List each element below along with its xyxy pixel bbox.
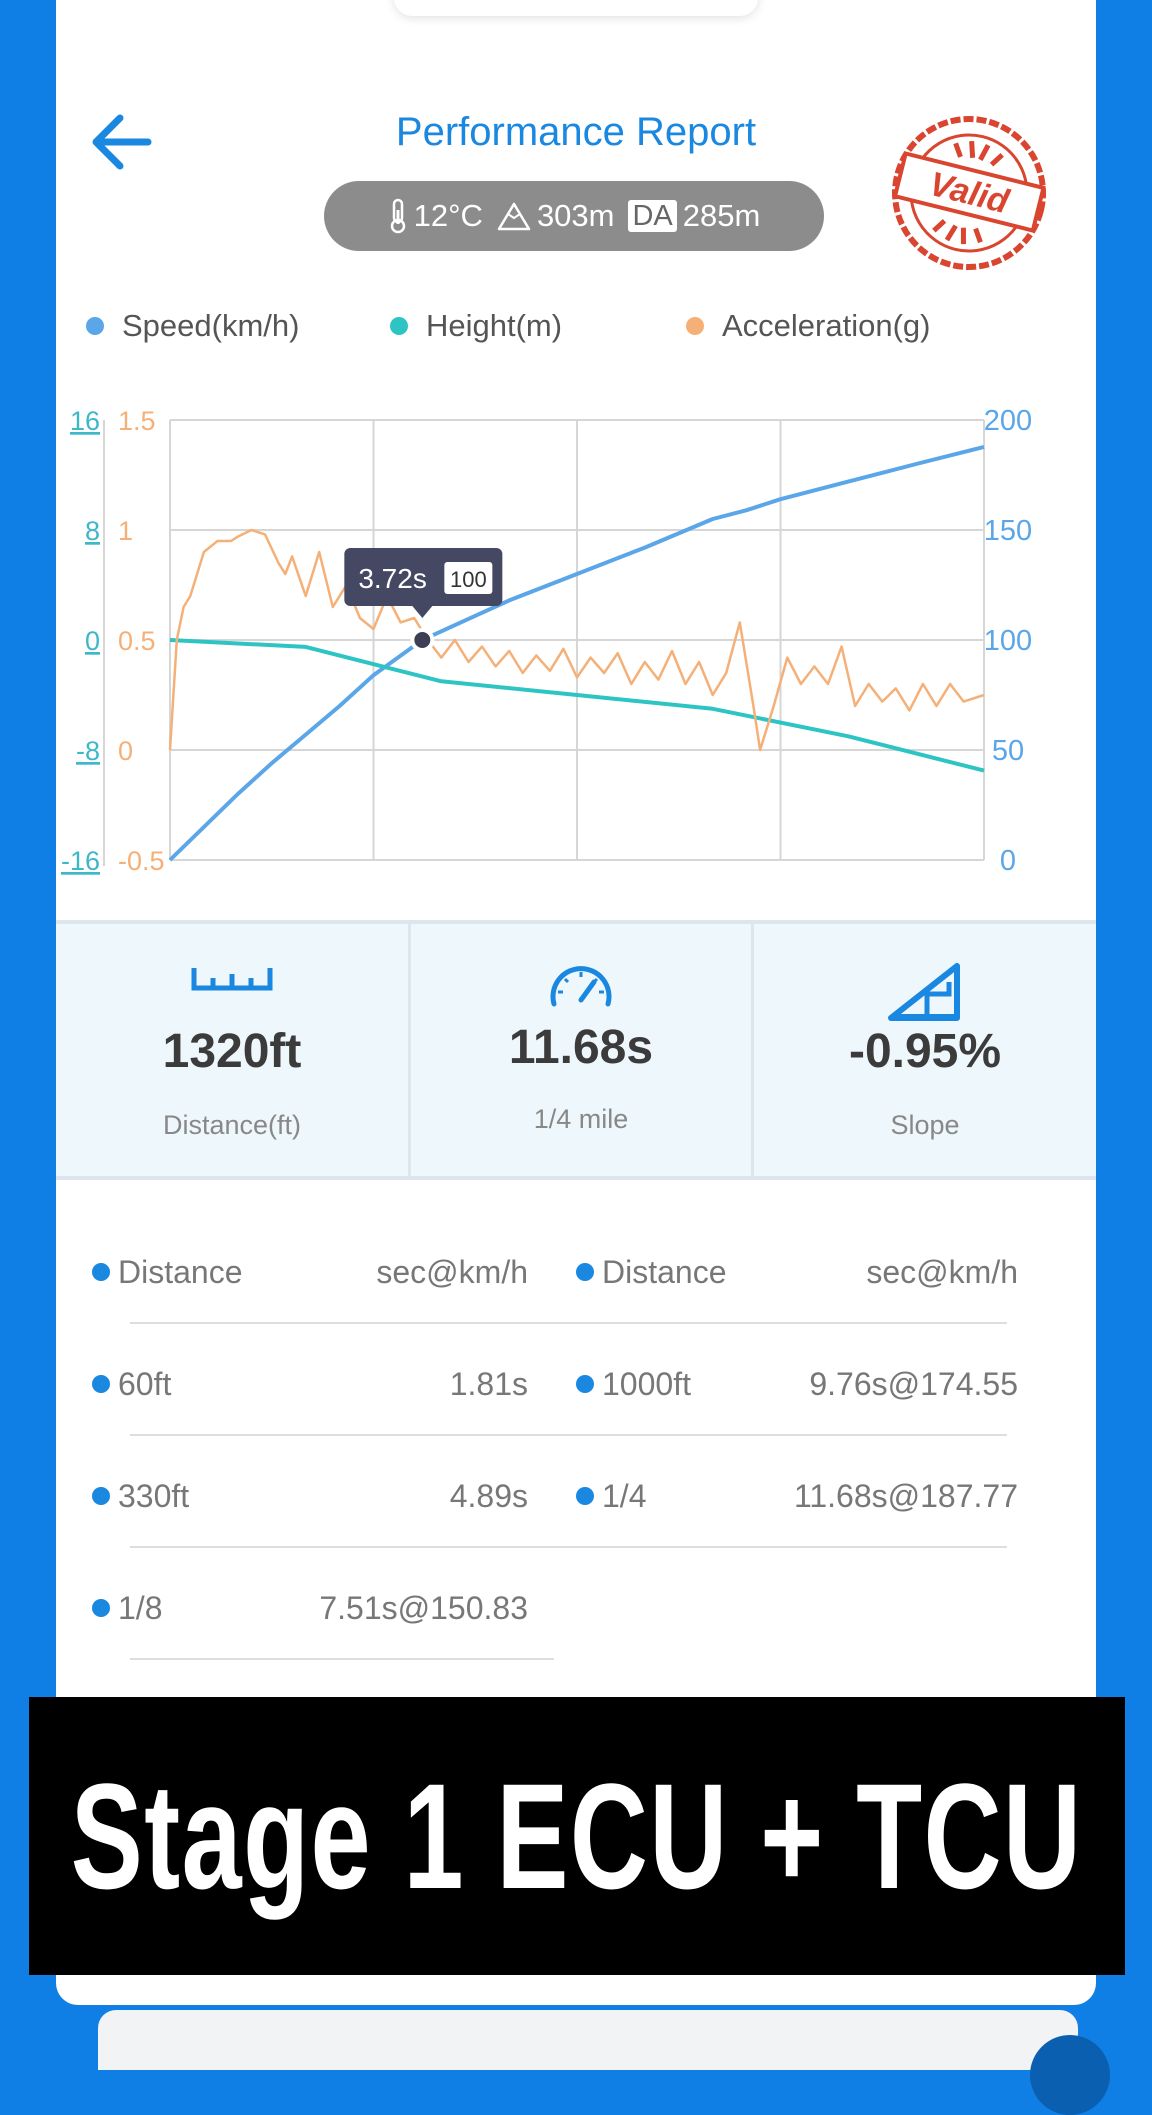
tick-label-speed: 0 bbox=[1000, 845, 1016, 877]
legend-dot bbox=[390, 317, 408, 335]
performance-chart[interactable]: 16 8 0 -8 -16 1.5 1 0.5 0 -0.5 200 150 100 50 0 3.72s 10… bbox=[56, 380, 1096, 880]
table-value: 1.81s bbox=[449, 1366, 528, 1402]
ruler-icon bbox=[191, 968, 273, 991]
tick-label-height: -8 bbox=[76, 736, 100, 766]
tick-label-acceleration: 0 bbox=[118, 736, 133, 766]
legend-label: Acceleration(g) bbox=[722, 308, 931, 343]
tick-label-height: -16 bbox=[61, 846, 100, 876]
legend-speed[interactable]: Speed(km/h) bbox=[86, 308, 299, 344]
table-row: 1000ft bbox=[576, 1366, 691, 1403]
caption-text: Stage 1 ECU + TCU bbox=[71, 1751, 1083, 1920]
tick-label-speed: 100 bbox=[984, 625, 1032, 657]
page-title: Performance Report bbox=[395, 110, 757, 154]
table-header: Distance bbox=[576, 1254, 727, 1291]
mountain-icon bbox=[497, 202, 531, 231]
speedometer-icon bbox=[550, 966, 612, 1007]
legend-dot bbox=[686, 317, 704, 335]
row-divider bbox=[130, 1434, 1007, 1436]
bottom-sheet-edge bbox=[98, 2010, 1078, 2070]
series-line-heightm bbox=[169, 638, 985, 773]
tick-label-acceleration: 0.5 bbox=[118, 626, 156, 656]
tick-label-height: 8 bbox=[85, 516, 100, 546]
temperature: 12°C bbox=[413, 198, 483, 233]
legend-dot bbox=[86, 317, 104, 335]
tick-label-height: 0 bbox=[85, 626, 100, 656]
legend-acceleration[interactable]: Acceleration(g) bbox=[686, 308, 930, 344]
legend-label: Speed(km/h) bbox=[122, 308, 300, 343]
corner-button[interactable] bbox=[1030, 2035, 1110, 2115]
conditions-pill: 12°C 303m DA 285m bbox=[324, 181, 824, 251]
table-row: 330ft bbox=[92, 1478, 189, 1515]
stat-label: 1/4 mile bbox=[533, 1104, 629, 1134]
thermometer-icon bbox=[390, 198, 405, 234]
tooltip-pointer bbox=[412, 606, 433, 618]
tooltip-value: 100 bbox=[450, 567, 487, 592]
table-header: Distance bbox=[92, 1254, 243, 1291]
stat-value: -0.95% bbox=[848, 1025, 1002, 1078]
altitude: 303m bbox=[536, 198, 615, 233]
stat-distance: 1320ft Distance(ft) bbox=[56, 924, 408, 1176]
top-handle bbox=[394, 0, 758, 16]
back-arrow-icon[interactable] bbox=[84, 104, 160, 180]
table-value: 9.76s@174.55 bbox=[809, 1366, 1018, 1402]
tooltip-point bbox=[410, 628, 435, 652]
density-altitude: 285m bbox=[682, 198, 761, 233]
slope-icon bbox=[888, 963, 960, 1021]
stat-value: 1320ft bbox=[162, 1025, 302, 1078]
tick-label-acceleration: -0.5 bbox=[118, 846, 165, 876]
report-card: Performance Report 12°C 303m DA 285m bbox=[56, 0, 1096, 2005]
tick-label-acceleration: 1 bbox=[118, 516, 133, 546]
table-header: sec@km/h bbox=[866, 1254, 1018, 1290]
da-badge: DA bbox=[628, 200, 677, 232]
legend-height[interactable]: Height(m) bbox=[390, 308, 562, 344]
table-value: 11.68s@187.77 bbox=[793, 1478, 1018, 1514]
stat-label: Slope bbox=[890, 1110, 960, 1140]
tooltip-value-box bbox=[444, 562, 493, 594]
row-divider bbox=[130, 1546, 1007, 1548]
table-row: 1/8 bbox=[92, 1590, 162, 1627]
tick-label-speed: 50 bbox=[992, 735, 1024, 767]
divider bbox=[408, 924, 411, 1176]
tick-label-speed: 200 bbox=[984, 405, 1032, 437]
stat-quarter-mile: 11.68s 1/4 mile bbox=[411, 924, 751, 1176]
divider bbox=[751, 924, 754, 1176]
row-divider bbox=[130, 1322, 1007, 1324]
legend-label: Height(m) bbox=[426, 308, 563, 343]
row-divider bbox=[130, 1658, 554, 1660]
tick-label-height: 16 bbox=[70, 406, 100, 436]
table-header: sec@km/h bbox=[376, 1254, 528, 1290]
series-line-accelerationg bbox=[168, 528, 985, 752]
table-value: 4.89s bbox=[449, 1478, 528, 1514]
stats-panel: 1320ft Distance(ft) 11.68s 1/4 mile -0.9… bbox=[56, 920, 1096, 1180]
valid-stamp: Valid bbox=[892, 116, 1046, 270]
stat-label: Distance(ft) bbox=[162, 1110, 302, 1140]
stat-value: 11.68s bbox=[508, 1021, 654, 1074]
stat-slope: -0.95% Slope bbox=[754, 924, 1096, 1176]
tick-label-acceleration: 1.5 bbox=[118, 406, 156, 436]
tick-label-speed: 150 bbox=[984, 515, 1032, 547]
series-line-speedkmh bbox=[168, 444, 985, 862]
table-row: 60ft bbox=[92, 1366, 171, 1403]
table-row: 1/4 bbox=[576, 1478, 646, 1515]
table-value: 7.51s@150.83 bbox=[319, 1590, 528, 1626]
caption-banner: Stage 1 ECU + TCU bbox=[29, 1697, 1125, 1975]
tooltip-time: 3.72s bbox=[358, 563, 427, 594]
